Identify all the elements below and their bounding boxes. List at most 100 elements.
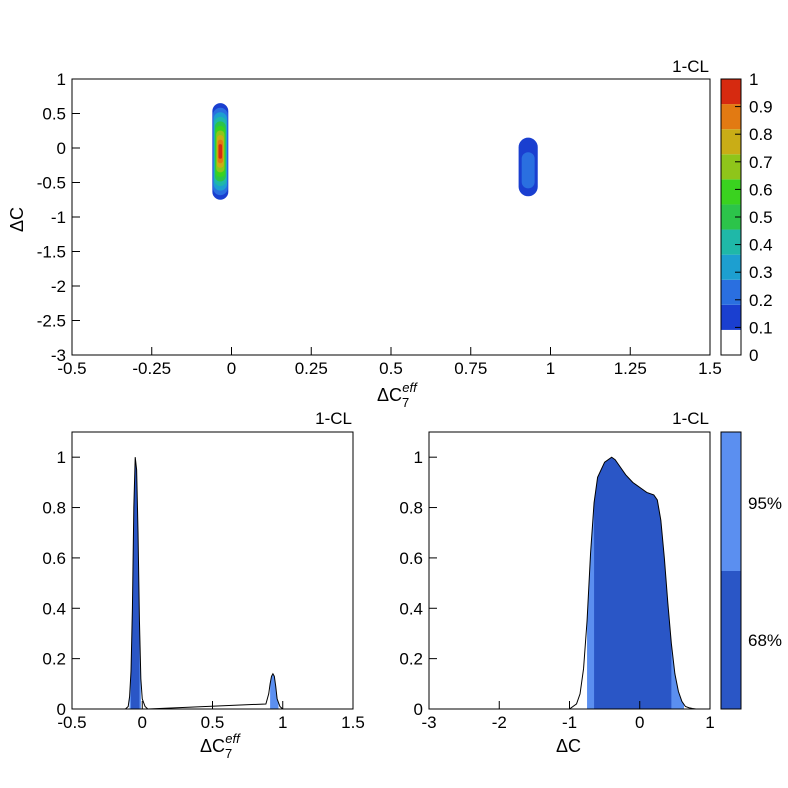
heatmap-x-ticks: -0.5 -0.25 0 0.25 0.5 0.75 1 1.25 1.5 [57, 347, 722, 378]
legend-label-95: 95% [748, 494, 782, 513]
colorbar-tick-label: 0.4 [749, 236, 773, 255]
colorbar-step [721, 154, 741, 180]
colorbar-tick-label: 0.7 [749, 153, 773, 172]
colorbar-tick-label: 0.5 [749, 208, 773, 227]
heatmap-xtick-label: 0.75 [454, 359, 487, 378]
profile-c-y-ticks: 0 0.2 0.4 0.6 0.8 1 [399, 448, 437, 719]
colorbar-step [721, 304, 741, 330]
profile-c7-x-label-sub: 7 [225, 746, 232, 761]
profile-c-xtick-label: 0 [635, 713, 644, 732]
colorbar-step [721, 204, 741, 230]
profile-c7-title: 1-CL [315, 409, 352, 428]
colorbar-step [721, 179, 741, 205]
heatmap-region-1-level-2 [521, 152, 535, 189]
profile-c7-x-ticks: -0.5 0 0.5 1 1.5 [57, 701, 365, 732]
colorbar-step [721, 129, 741, 155]
heatmap-xtick-label: 1.5 [698, 359, 722, 378]
profile-c-marks [569, 456, 697, 710]
profile-c-curve [569, 456, 697, 710]
colorbar-tick-label: 0.9 [749, 98, 773, 117]
heatmap-y-label: ΔC [7, 207, 27, 232]
profile-c-ytick-label: 0 [414, 700, 423, 719]
colorbar-tick-label: 0.3 [749, 263, 773, 282]
profile-c7-xtick-label: 1.5 [341, 713, 365, 732]
colorbar-tick-label: 0.1 [749, 318, 773, 337]
colorbar-step [721, 104, 741, 130]
profile-c7-xtick-label: -0.5 [57, 713, 86, 732]
heatmap-frame [71, 78, 711, 356]
colorbar-step [721, 79, 741, 105]
legend-frame [720, 431, 742, 710]
profile-c7-x-label-main: ΔC [200, 736, 225, 756]
heatmap-y-ticks: -3 -2.5 -2 -1.5 -1 -0.5 0 0.5 1 [37, 70, 80, 365]
heatmap-ytick-label: 1 [57, 70, 66, 89]
heatmap-ytick-label: -0.5 [37, 174, 66, 193]
heatmap-title: 1-CL [672, 57, 709, 76]
heatmap-ytick-label: -1.5 [37, 243, 66, 262]
colorbar-tick-label: 0 [749, 346, 758, 365]
colorbar-step [721, 329, 741, 355]
heatmap-xtick-label: 1.25 [614, 359, 647, 378]
profile-c7-ytick-label: 1 [57, 448, 66, 467]
profile-c-ytick-label: 0.8 [399, 499, 423, 518]
heatmap-panel: 1-CL -0.5 -0.25 0 0.25 0.5 0.75 1 1.25 1.5 -3 -2.… [7, 57, 773, 410]
profile-c7-xtick-label: 1 [278, 713, 287, 732]
profile-c-title: 1-CL [672, 409, 709, 428]
heatmap-xtick-label: -0.5 [57, 359, 86, 378]
colorbar: 0 0.1 0.2 0.3 0.4 0.5 0.6 0.7 0.8 0.9 1 [720, 70, 773, 365]
profile-c-x-ticks: -3 -2 -1 0 1 [421, 701, 715, 732]
colorbar-tick-label: 1 [749, 70, 758, 89]
heatmap-xtick-label: 0 [227, 359, 236, 378]
heatmap-ytick-label: -2.5 [37, 312, 66, 331]
heatmap-marks [212, 103, 538, 200]
profile-c-ytick-label: 1 [414, 448, 423, 467]
profile-c7-marks [125, 457, 284, 710]
profile-c-xtick-label: -2 [492, 713, 507, 732]
profile-c7-xtick-label: 0 [138, 713, 147, 732]
colorbar-tick-label: 0.6 [749, 180, 773, 199]
legend-label-68: 68% [748, 631, 782, 650]
heatmap-xtick-label: 0.25 [295, 359, 328, 378]
colorbar-tick-label: 0.2 [749, 291, 773, 310]
cl-legend: 95% 68% [720, 431, 782, 710]
profile-c7-band-95-1 [270, 673, 279, 709]
profile-c-x-label: ΔC [556, 736, 581, 756]
heatmap-ytick-label: 0.5 [42, 105, 66, 124]
profile-c-xtick-label: -1 [562, 713, 577, 732]
profile-c7-ytick-label: 0.2 [42, 650, 66, 669]
profile-c7-frame [71, 431, 354, 710]
profile-c7-ytick-label: 0.4 [42, 599, 66, 618]
heatmap-ytick-label: 0 [57, 139, 66, 158]
profile-c7-x-label-sup: eff [225, 731, 241, 746]
profile-c-ytick-label: 0.6 [399, 549, 423, 568]
profile-c7-xtick-label: 0.5 [201, 713, 225, 732]
colorbar-tick-label: 0.8 [749, 125, 773, 144]
heatmap-xtick-label: 1 [546, 359, 555, 378]
profile-c7-x-label: ΔC7eff [200, 731, 241, 761]
heatmap-x-label: ΔC7eff [377, 380, 418, 410]
profile-c-xtick-label: -3 [421, 713, 436, 732]
legend-swatch-68 [721, 571, 741, 709]
heatmap-region-0-level-10 [218, 144, 223, 159]
heatmap-x-label-sub: 7 [402, 395, 409, 410]
colorbar-step [721, 279, 741, 305]
legend-swatch-95 [721, 432, 741, 571]
colorbar-step [721, 229, 741, 255]
heatmap-ytick-label: -2 [51, 277, 66, 296]
colorbar-step [721, 254, 741, 280]
heatmap-x-label-main: ΔC [377, 385, 402, 405]
heatmap-xtick-label: 0.5 [379, 359, 403, 378]
profile-c7-ytick-label: 0.8 [42, 499, 66, 518]
heatmap-ytick-label: -1 [51, 208, 66, 227]
profile-c7-ytick-label: 0 [57, 700, 66, 719]
profile-c7-panel: 1-CL -0.5 0 0.5 1 1.5 00.20.40.60.81 ΔC7eff [42, 409, 364, 761]
profile-c7-ytick-label: 0.6 [42, 549, 66, 568]
profile-c7-y-ticks: 0 0.2 0.4 0.6 0.8 1 [42, 448, 80, 719]
profile-c-band-68 [594, 457, 672, 709]
heatmap-ytick-label: -3 [51, 346, 66, 365]
profile-c7-curve [125, 457, 284, 710]
profile-c-panel: 1-CL -3 -2 -1 0 1 0 0.2 0.4 0.6 0.8 1 ΔC 95% 68% [399, 409, 782, 756]
heatmap-x-label-sup: eff [402, 380, 418, 395]
